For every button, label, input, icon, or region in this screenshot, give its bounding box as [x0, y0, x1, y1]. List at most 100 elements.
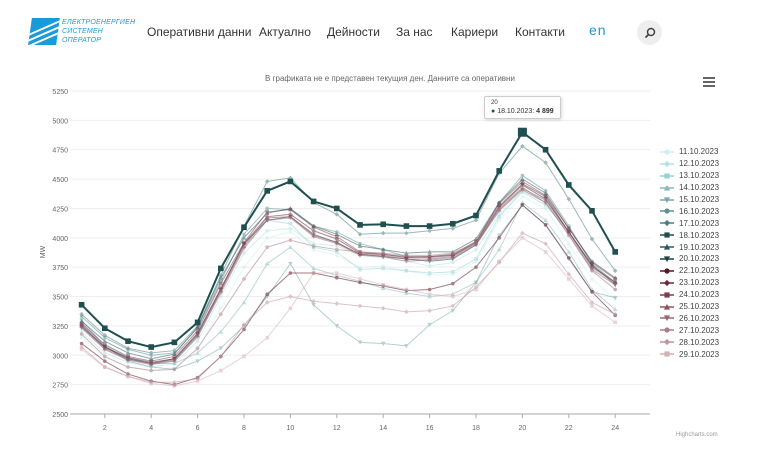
legend-marker[interactable]	[663, 303, 671, 310]
legend-marker[interactable]	[663, 160, 671, 167]
legend-item[interactable]: 19.10.2023	[660, 241, 719, 253]
data-point[interactable]	[103, 335, 107, 340]
series-27.10.2023[interactable]	[79, 185, 617, 373]
data-point[interactable]	[219, 306, 223, 311]
data-point[interactable]	[357, 340, 363, 345]
data-point[interactable]	[195, 346, 200, 351]
data-point[interactable]	[404, 230, 409, 236]
data-point[interactable]	[126, 354, 130, 359]
data-point[interactable]	[242, 327, 246, 332]
series-line[interactable]	[81, 180, 616, 362]
data-point[interactable]	[427, 249, 432, 254]
data-point[interactable]	[126, 374, 130, 379]
data-point[interactable]	[567, 226, 571, 231]
series-line[interactable]	[81, 186, 616, 372]
data-point[interactable]	[381, 266, 385, 271]
legend-item[interactable]: 16.10.2023	[660, 205, 719, 217]
data-point[interactable]	[79, 321, 84, 326]
data-point[interactable]	[404, 344, 409, 349]
legend-marker[interactable]	[663, 256, 671, 263]
data-point[interactable]	[357, 231, 363, 237]
series-line[interactable]	[81, 232, 616, 383]
data-point[interactable]	[288, 216, 293, 221]
data-point[interactable]	[311, 271, 316, 275]
data-point[interactable]	[218, 354, 224, 359]
data-point[interactable]	[241, 246, 247, 251]
data-point[interactable]	[79, 347, 84, 352]
series-20.10.2023[interactable]	[79, 183, 618, 365]
data-point[interactable]	[473, 212, 479, 219]
data-point[interactable]	[218, 275, 224, 280]
data-point[interactable]	[381, 251, 386, 255]
data-point[interactable]	[474, 257, 478, 261]
data-point[interactable]	[149, 381, 153, 386]
legend-marker[interactable]	[664, 351, 670, 357]
series-16.10.2023[interactable]	[79, 173, 617, 358]
data-point[interactable]	[380, 247, 386, 252]
data-point[interactable]	[473, 243, 479, 248]
data-point[interactable]	[473, 284, 479, 290]
data-point[interactable]	[520, 194, 525, 199]
data-point[interactable]	[520, 185, 525, 190]
data-point[interactable]	[496, 203, 502, 209]
data-point[interactable]	[358, 267, 362, 272]
data-point[interactable]	[288, 230, 293, 234]
data-point[interactable]	[404, 253, 409, 258]
data-point[interactable]	[520, 236, 525, 240]
data-point[interactable]	[265, 210, 269, 214]
data-point[interactable]	[334, 301, 340, 306]
data-point[interactable]	[543, 200, 548, 205]
legend-marker[interactable]	[664, 327, 670, 333]
data-point[interactable]	[427, 294, 432, 299]
data-point[interactable]	[126, 365, 130, 369]
data-point[interactable]	[590, 260, 594, 265]
data-point[interactable]	[335, 253, 339, 258]
data-point[interactable]	[102, 350, 108, 356]
data-point[interactable]	[335, 250, 339, 254]
series-line[interactable]	[81, 204, 616, 386]
data-point[interactable]	[543, 189, 548, 193]
data-point[interactable]	[288, 212, 293, 217]
data-point[interactable]	[242, 232, 246, 237]
nav-activities[interactable]: Дейности	[327, 25, 381, 39]
data-point[interactable]	[195, 350, 200, 355]
data-point[interactable]	[125, 358, 131, 363]
data-point[interactable]	[496, 233, 502, 238]
data-point[interactable]	[520, 230, 525, 236]
hovered-point[interactable]	[517, 127, 527, 137]
data-point[interactable]	[172, 384, 177, 388]
data-point[interactable]	[497, 214, 501, 219]
legend-item[interactable]: 12.10.2023	[660, 158, 719, 170]
data-point[interactable]	[450, 260, 456, 265]
data-point[interactable]	[613, 287, 617, 292]
series-line[interactable]	[81, 189, 616, 366]
data-point[interactable]	[264, 218, 270, 223]
eso-logo[interactable]: ЕЛЕКТРОЕНЕРГИЕН СИСТЕМЕН ОПЕРАТОР	[28, 18, 135, 45]
data-point[interactable]	[543, 241, 548, 246]
legend-marker[interactable]	[663, 315, 671, 322]
series-line[interactable]	[81, 184, 616, 363]
data-point[interactable]	[334, 205, 340, 212]
data-point[interactable]	[358, 241, 362, 246]
data-point[interactable]	[450, 308, 456, 313]
data-point[interactable]	[195, 328, 200, 333]
data-point[interactable]	[427, 228, 432, 234]
legend-marker[interactable]	[663, 243, 671, 250]
nav-contacts[interactable]: Контакти	[515, 25, 565, 39]
data-point[interactable]	[265, 236, 270, 240]
data-point[interactable]	[613, 277, 617, 281]
language-switch[interactable]: en	[589, 22, 607, 38]
data-point[interactable]	[264, 300, 270, 305]
data-point[interactable]	[311, 234, 316, 239]
data-point[interactable]	[520, 203, 525, 207]
data-point[interactable]	[265, 292, 270, 296]
legend-marker[interactable]	[663, 184, 671, 191]
data-point[interactable]	[79, 326, 84, 331]
data-point[interactable]	[497, 236, 502, 240]
data-point[interactable]	[357, 253, 363, 258]
data-point[interactable]	[172, 379, 177, 385]
data-point[interactable]	[195, 338, 200, 344]
data-point[interactable]	[451, 281, 455, 286]
series-26.10.2023[interactable]	[79, 187, 618, 367]
data-point[interactable]	[311, 298, 316, 304]
